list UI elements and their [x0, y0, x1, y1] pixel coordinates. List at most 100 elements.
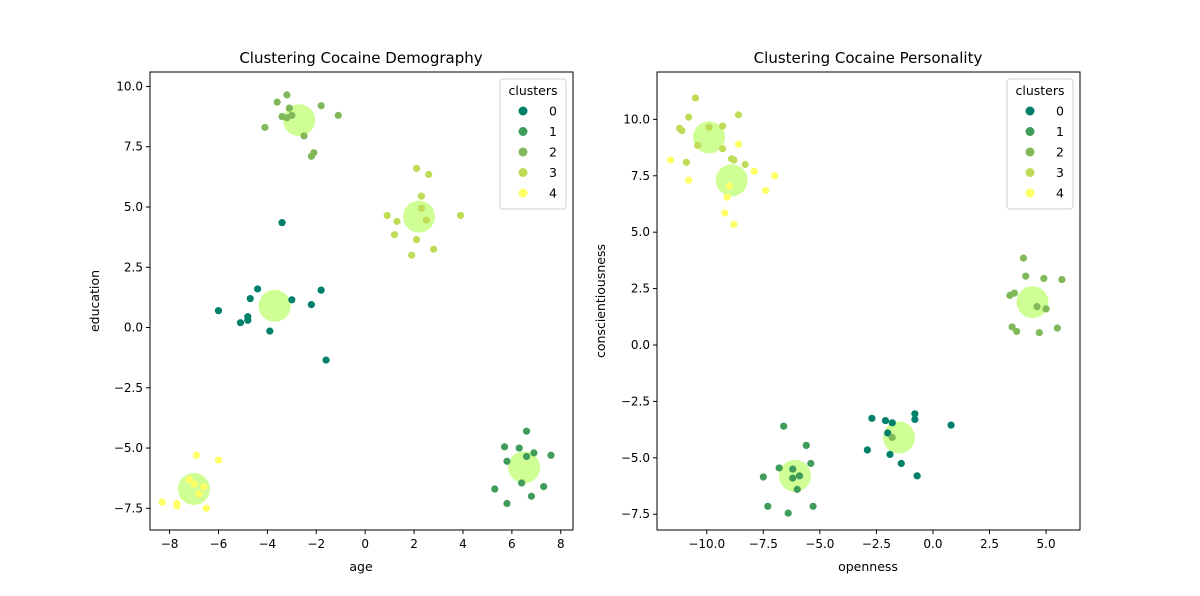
demography-axes-frame — [149, 71, 574, 531]
demography-legend-items: 0 1 2 3 4 — [518, 104, 557, 201]
personality-point-cluster-4 — [771, 172, 779, 180]
personality-xtick-label: 5.0 — [1037, 537, 1056, 551]
demography-point-cluster-4 — [214, 456, 223, 464]
personality-xtick-label: −2.5 — [862, 537, 891, 551]
personality-point-cluster-1 — [789, 474, 797, 482]
personality-point-cluster-3 — [718, 122, 727, 130]
personality-xtick-label: 2.5 — [980, 537, 999, 551]
personality-point-cluster-0 — [884, 429, 892, 437]
demography-point-cluster-2 — [283, 114, 291, 122]
personality-point-cluster-1 — [809, 502, 817, 510]
personality-point-cluster-1 — [775, 464, 783, 472]
personality-ytick-label: 7.5 — [631, 169, 650, 183]
demography-point-cluster-0 — [253, 285, 262, 293]
demography-point-cluster-0 — [317, 286, 325, 294]
personality-point-cluster-3 — [678, 127, 686, 135]
demography-xticks: −8 −6 −4 −2 0 2 4 6 8 — [161, 530, 565, 551]
demography-point-cluster-2 — [273, 98, 281, 106]
personality-point-cluster-4 — [725, 182, 733, 190]
demography-ytick-label: 7.5 — [124, 140, 143, 154]
personality-legend-title: clusters — [1015, 83, 1064, 98]
demography-point-cluster-2 — [334, 111, 342, 119]
personality-point-cluster-4 — [721, 209, 729, 217]
demography-point-cluster-3 — [456, 211, 465, 220]
personality-points — [666, 94, 1066, 517]
demography-point-cluster-2 — [307, 152, 315, 160]
demography-points — [158, 91, 555, 512]
demography-point-cluster-1 — [522, 452, 531, 461]
personality-xtick-label: −5.0 — [805, 537, 834, 551]
demography-point-cluster-3 — [390, 231, 399, 239]
personality-yticks: −7.5 −5.0 −2.5 0.0 2.5 5.0 7.5 10.0 — [621, 112, 657, 521]
demography-point-cluster-0 — [214, 307, 223, 315]
demography-point-cluster-1 — [530, 449, 538, 457]
personality-xlabel: openness — [838, 559, 898, 574]
personality-ytick-label: −2.5 — [621, 394, 650, 408]
demography-xtick-label: 4 — [459, 537, 467, 551]
demography-point-cluster-4 — [185, 475, 193, 483]
demography-point-cluster-0 — [322, 356, 330, 364]
demography-xtick-label: −2 — [307, 537, 325, 551]
personality-centroid — [883, 421, 916, 454]
demography-xtick-label: 6 — [508, 537, 516, 551]
demography-point-cluster-2 — [317, 102, 325, 110]
personality-point-cluster-3 — [705, 123, 713, 131]
demography-legend-marker-3 — [518, 168, 528, 177]
demography-legend: clusters 0 1 2 3 4 — [499, 78, 567, 210]
demography-xtick-label: 8 — [557, 537, 565, 551]
personality-ytick-label: 2.5 — [631, 282, 650, 296]
personality-point-cluster-3 — [694, 141, 702, 149]
personality-centroids — [693, 121, 1049, 492]
personality-point-cluster-0 — [881, 416, 890, 425]
personality-chart: Clustering Cocaine Personality openness … — [593, 49, 1081, 574]
personality-xtick-label: −10.0 — [688, 537, 725, 551]
demography-point-cluster-2 — [285, 104, 293, 112]
demography-point-cluster-4 — [190, 480, 198, 488]
personality-point-cluster-1 — [789, 465, 797, 473]
personality-ytick-label: 10.0 — [623, 112, 650, 126]
demography-point-cluster-3 — [417, 192, 426, 200]
demography-point-cluster-3 — [425, 170, 433, 179]
demography-legend-label-3: 3 — [549, 165, 557, 180]
demography-point-cluster-1 — [491, 485, 499, 493]
personality-point-cluster-2 — [1022, 272, 1030, 280]
demography-point-cluster-1 — [540, 483, 548, 491]
personality-point-cluster-3 — [718, 145, 727, 153]
personality-legend-marker-2 — [1025, 147, 1035, 157]
demography-ytick-label: −7.5 — [114, 501, 143, 515]
demography-point-cluster-0 — [266, 327, 274, 335]
demography-point-cluster-3 — [393, 217, 401, 226]
personality-point-cluster-2 — [1006, 291, 1014, 299]
personality-ytick-label: −5.0 — [621, 451, 650, 465]
personality-point-cluster-0 — [913, 472, 921, 480]
demography-legend-marker-1 — [518, 127, 528, 136]
demography-legend-box — [499, 78, 567, 210]
personality-legend-marker-0 — [1025, 106, 1035, 116]
demography-xtick-label: −6 — [210, 537, 228, 551]
demography-legend-marker-0 — [518, 106, 528, 116]
personality-point-cluster-2 — [1019, 254, 1028, 262]
demography-point-cluster-3 — [412, 235, 421, 244]
personality-point-cluster-3 — [682, 158, 691, 166]
personality-point-cluster-3 — [685, 113, 693, 121]
personality-point-cluster-2 — [1013, 327, 1021, 336]
demography-title: Clustering Cocaine Demography — [239, 49, 482, 67]
personality-point-cluster-1 — [793, 485, 801, 493]
personality-point-cluster-2 — [1058, 275, 1066, 284]
demography-point-cluster-4 — [158, 498, 166, 506]
demography-point-cluster-1 — [547, 451, 555, 459]
personality-axes-frame — [656, 71, 1081, 531]
personality-point-cluster-2 — [1053, 324, 1061, 332]
personality-point-cluster-4 — [723, 193, 731, 201]
demography-point-cluster-0 — [307, 301, 315, 309]
demography-point-cluster-1 — [522, 427, 531, 435]
personality-point-cluster-0 — [897, 459, 905, 468]
personality-xtick-label: −7.5 — [749, 537, 778, 551]
demography-point-cluster-3 — [417, 204, 426, 212]
demography-ytick-label: 5.0 — [124, 200, 143, 214]
personality-centroid — [1016, 286, 1049, 319]
personality-xticks: −10.0 −7.5 −5.0 −2.5 0.0 2.5 5.0 — [688, 530, 1056, 551]
personality-point-cluster-2 — [1035, 328, 1043, 337]
personality-point-cluster-2 — [1033, 303, 1041, 311]
